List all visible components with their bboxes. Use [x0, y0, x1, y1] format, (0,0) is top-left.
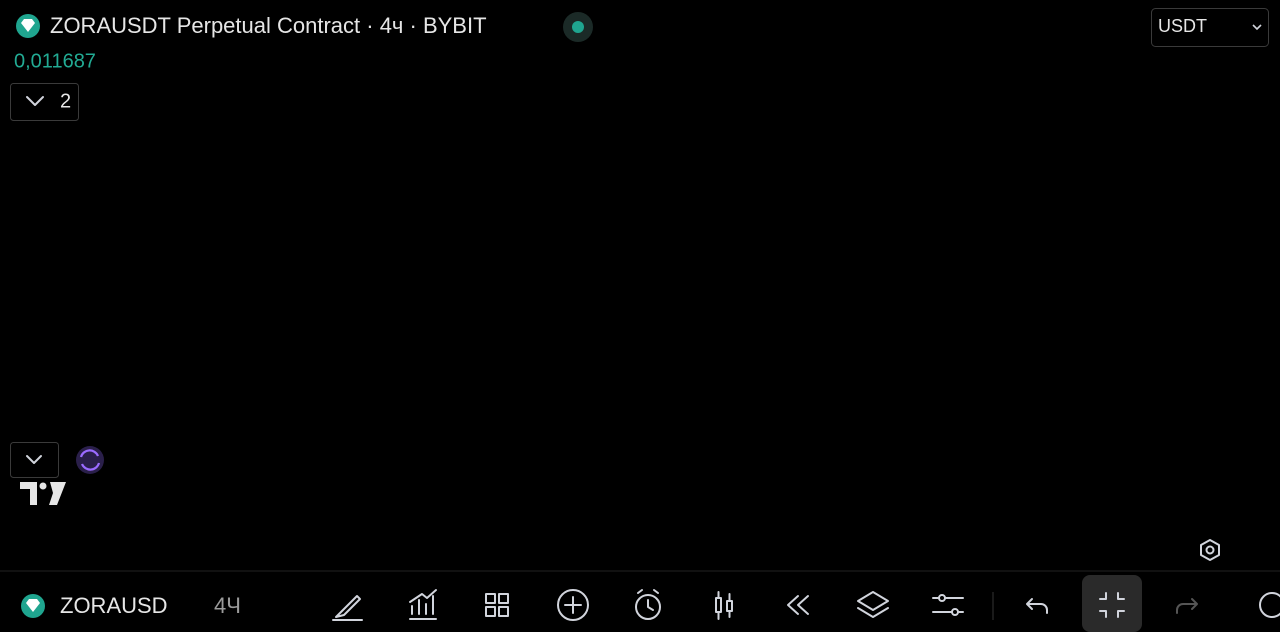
- redo-tool[interactable]: [1176, 598, 1198, 614]
- settings-tool[interactable]: [932, 594, 964, 616]
- toolbar-symbol[interactable]: ZORAUSD: [21, 593, 168, 618]
- chart-type-tool[interactable]: [715, 591, 733, 620]
- indicators-count: 2: [60, 90, 71, 112]
- tradingview-logo: [20, 482, 66, 505]
- chart-title: ZORAUSDT Perpetual Contract · 4ч · BYBIT: [50, 13, 487, 38]
- header-price: 0,011687: [14, 50, 96, 72]
- status-dot: [572, 21, 584, 33]
- rsi-collapse[interactable]: [10, 442, 59, 478]
- undo-tool[interactable]: [1026, 598, 1048, 614]
- more-tool[interactable]: [1259, 592, 1280, 618]
- indicators-tool[interactable]: [409, 589, 437, 620]
- currency-label: USDT: [1158, 16, 1207, 36]
- rsi-refresh[interactable]: [76, 446, 104, 474]
- currency-select[interactable]: USDT: [1151, 8, 1269, 47]
- alert-tool[interactable]: [635, 589, 661, 620]
- fullscreen-toggle[interactable]: [1099, 592, 1125, 618]
- toolbar-interval[interactable]: 4Ч: [214, 593, 241, 618]
- layers-tool[interactable]: [857, 591, 889, 618]
- indicators-toggle[interactable]: 2: [10, 83, 79, 121]
- add-tool[interactable]: [557, 589, 589, 621]
- settings-button[interactable]: [1200, 539, 1220, 561]
- fullscreen-toggle-bg: [1082, 575, 1142, 632]
- symbol-icon: [16, 14, 40, 38]
- replay-tool[interactable]: [787, 595, 809, 615]
- toolbar-symbol-label: ZORAUSD: [60, 593, 168, 618]
- draw-tool[interactable]: [332, 595, 363, 621]
- layout-tool[interactable]: [485, 593, 509, 617]
